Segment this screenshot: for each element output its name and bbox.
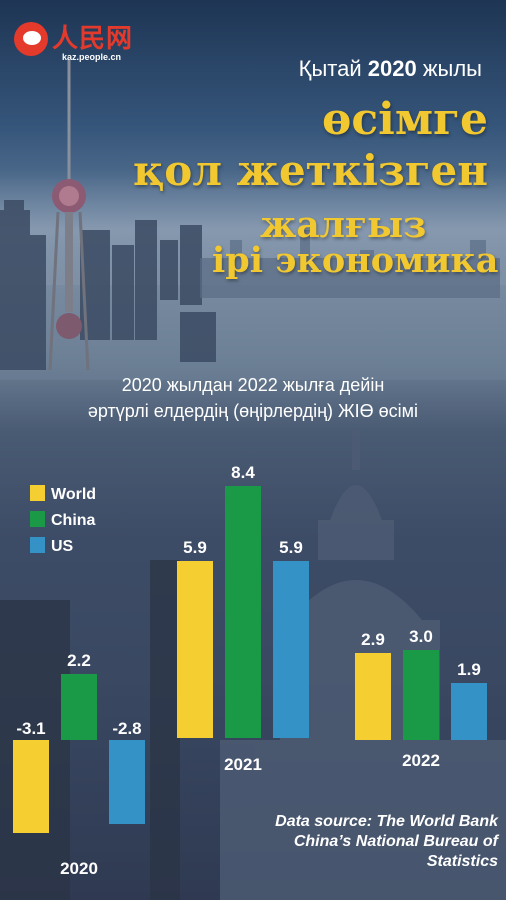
bar-us-2021 — [273, 561, 309, 738]
legend-swatch-china — [30, 511, 45, 527]
value-label-china-2022: 3.0 — [409, 627, 433, 646]
bar-us-2020 — [109, 740, 145, 824]
value-label-us-2022: 1.9 — [457, 660, 481, 679]
legend-label-china: China — [51, 512, 96, 529]
data-source-line-1: Data source: The World Bank — [275, 813, 498, 830]
legend-label-world: World — [51, 486, 96, 503]
chart-bars: -3.1 2.2 -2.8 2020 5.9 8.4 5.9 2021 2.9 3.0 1.9 202… — [13, 463, 487, 878]
chart-title-line-2: әртүрлі елдердің (өңірлердің) ЖІӨ өсімі — [87, 401, 419, 421]
subtitle: Қытай 2020 жылы — [299, 56, 482, 82]
logo-text: 人民网 — [52, 24, 134, 54]
value-label-china-2020: 2.2 — [67, 651, 91, 670]
value-label-china-2021: 8.4 — [231, 463, 255, 482]
data-source-line-2: China’s National Bureau of — [293, 833, 498, 850]
legend-swatch-world — [30, 485, 45, 501]
title-line-4: ірі экономика — [212, 240, 499, 281]
title-line-3: жалғыз — [260, 204, 427, 246]
bar-world-2022 — [355, 653, 391, 740]
subtitle-year: 2020 — [367, 56, 417, 81]
value-label-world-2020: -3.1 — [16, 719, 45, 738]
value-label-us-2020: -2.8 — [112, 719, 141, 738]
bar-world-2020 — [13, 740, 49, 833]
title-line-2: қол жеткізген — [133, 146, 488, 195]
subtitle-post: жылы — [416, 56, 482, 81]
category-label-2020: 2020 — [60, 859, 98, 878]
value-label-world-2022: 2.9 — [361, 630, 385, 649]
chart-legend: World China US — [30, 485, 96, 555]
bar-china-2021 — [225, 486, 261, 738]
logo-mark-inner — [23, 31, 41, 45]
bar-china-2020 — [61, 674, 97, 740]
bar-world-2021 — [177, 561, 213, 738]
chart-title-line-1: 2020 жылдан 2022 жылға дейін — [121, 375, 385, 395]
bar-us-2022 — [451, 683, 487, 740]
subtitle-pre: Қытай — [298, 56, 368, 81]
tower-illustration — [48, 60, 90, 371]
category-label-2022: 2022 — [402, 751, 440, 770]
legend-swatch-us — [30, 537, 45, 553]
legend-label-us: US — [51, 538, 74, 555]
data-source: Data source: The World Bank China’s Nati… — [178, 812, 498, 872]
value-label-world-2021: 5.9 — [183, 538, 207, 557]
category-label-2021: 2021 — [224, 755, 262, 774]
logo-url: kaz.people.cn — [62, 52, 122, 62]
value-label-us-2021: 5.9 — [279, 538, 303, 557]
bar-china-2022 — [403, 650, 439, 740]
data-source-line-3: Statistics — [426, 853, 498, 870]
capitol-dome-illustration — [220, 430, 506, 900]
title-line-1: өсімге — [321, 94, 488, 145]
